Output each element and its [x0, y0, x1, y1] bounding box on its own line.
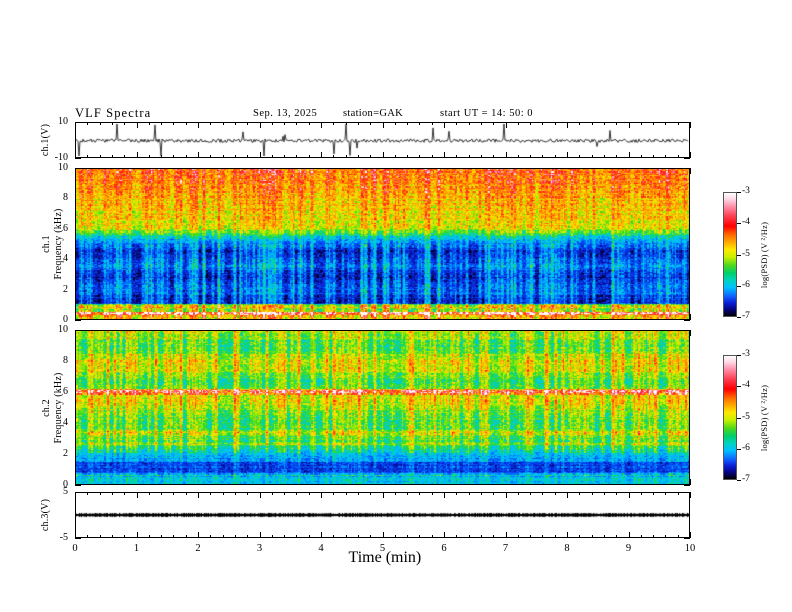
header-date: Sep. 13, 2025	[253, 108, 318, 119]
header-start-ut: start UT = 14: 50: 0	[440, 108, 534, 119]
colorbar-ch1	[723, 192, 737, 317]
colorbar-ch1-caption: log(PSD) (V ²/Hz)	[759, 221, 769, 288]
colorbar-tick	[737, 255, 741, 256]
axis-tick	[690, 314, 691, 320]
colorbar-tick	[737, 386, 741, 387]
axis-tick	[684, 168, 690, 169]
y-tick-label: 10	[58, 324, 68, 335]
axis-tick	[684, 320, 690, 321]
axis-tick	[75, 532, 76, 538]
x-tick-label: 2	[195, 543, 201, 554]
axis-tick	[75, 492, 81, 493]
axis-tick	[75, 152, 76, 158]
axis-tick	[690, 479, 691, 485]
ch2-spectrogram-image	[76, 331, 689, 484]
axis-tick	[690, 532, 691, 538]
colorbar-tick	[737, 223, 741, 224]
axis-tick	[75, 492, 76, 498]
axis-tick	[75, 314, 76, 320]
y-tick-label: 4	[63, 253, 68, 264]
y-tick-label: -10	[54, 152, 68, 163]
ch2-spec-axis-channel: ch.2	[41, 398, 52, 417]
colorbar-tick-label: -6	[742, 280, 750, 290]
x-tick-label: 9	[625, 543, 632, 554]
colorbar-tick-label: -7	[742, 311, 750, 321]
axis-tick	[75, 330, 81, 331]
ch3-waveform-trace	[76, 493, 689, 537]
colorbar-ch2	[723, 355, 737, 480]
colorbar-ch2-caption: log(PSD) (V ²/Hz)	[759, 384, 769, 451]
axis-tick	[75, 320, 81, 321]
colorbar-tick-label: -4	[742, 217, 750, 227]
y-tick-label: -5	[59, 532, 68, 543]
colorbar-tick-label: -3	[742, 186, 750, 196]
axis-tick	[684, 485, 690, 486]
axis-tick	[684, 158, 690, 159]
ch1-waveform-trace	[76, 123, 689, 157]
ch2-spec-axis-label: Frequency (kHz)	[53, 371, 64, 444]
y-tick-label: 8	[63, 355, 68, 366]
ch3-waveform-axis-label: ch.3(V)	[40, 498, 51, 532]
axis-tick	[684, 492, 690, 493]
y-tick-label: 2	[63, 284, 68, 295]
axis-tick	[684, 330, 690, 331]
axis-tick	[75, 485, 81, 486]
colorbar-tick-label: -5	[742, 412, 750, 422]
colorbar-tick-label: -6	[742, 443, 750, 453]
x-tick-label: 8	[564, 543, 570, 554]
axis-tick	[690, 492, 691, 498]
y-tick-label: 6	[63, 386, 68, 397]
colorbar-tick-label: -7	[742, 474, 750, 484]
page-title: VLF Spectra	[75, 106, 152, 120]
axis-tick	[75, 479, 76, 485]
ch1-spec-axis-channel: ch.1	[41, 235, 52, 253]
colorbar-tick	[737, 355, 741, 356]
axis-tick	[75, 122, 76, 128]
colorbar-tick-label: -5	[742, 249, 750, 259]
axis-tick	[75, 122, 81, 123]
colorbar-tick	[737, 286, 741, 287]
axis-tick	[690, 330, 691, 336]
y-tick-label: 5	[63, 486, 68, 497]
axis-tick	[684, 538, 690, 539]
axis-tick	[75, 538, 81, 539]
colorbar-tick	[737, 480, 741, 481]
axis-tick	[75, 168, 81, 169]
y-tick-label: 4	[63, 417, 68, 428]
axis-tick	[690, 122, 691, 128]
x-tick-label: 7	[502, 543, 509, 554]
y-tick-label: 0	[63, 479, 68, 490]
x-tick-label: 6	[441, 543, 447, 554]
colorbar-tick-label: -3	[742, 349, 750, 359]
colorbar-tick	[737, 192, 741, 193]
colorbar-tick-label: -4	[742, 380, 750, 390]
colorbar-tick	[737, 418, 741, 419]
y-tick-label: 10	[58, 116, 68, 127]
y-tick-label: 2	[63, 448, 68, 459]
y-tick-label: 8	[63, 192, 68, 203]
ch1-spec-axis-label: Frequency (kHz)	[53, 208, 64, 280]
x-tick-label: 5	[379, 543, 386, 554]
ch1-spectrogram-image	[76, 169, 689, 319]
axis-tick	[690, 152, 691, 158]
x-tick-label: 1	[133, 543, 140, 554]
colorbar-tick	[737, 449, 741, 450]
axis-tick	[684, 122, 690, 123]
axis-tick	[690, 168, 691, 174]
header-station: station=GAK	[343, 108, 403, 119]
x-tick-label: 4	[318, 543, 324, 554]
x-tick-label: 3	[256, 543, 263, 554]
x-tick-label: 0	[72, 543, 78, 554]
axis-tick	[75, 158, 81, 159]
y-tick-label: 0	[63, 314, 68, 325]
colorbar-tick	[737, 317, 741, 318]
x-tick-label: 10	[684, 543, 696, 554]
axis-tick	[75, 330, 76, 336]
y-tick-label: 10	[58, 162, 68, 173]
x-axis-label: Time (min)	[348, 549, 422, 566]
axis-tick	[75, 168, 76, 174]
y-tick-label: 6	[63, 223, 68, 234]
